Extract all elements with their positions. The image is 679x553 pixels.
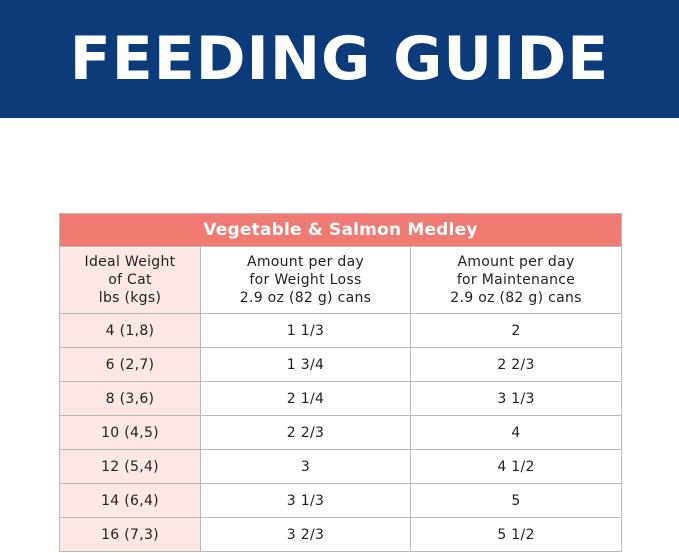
weight-loss-cell: 3 [200, 449, 411, 484]
header-banner: FEEDING GUIDE [0, 0, 679, 118]
table-row: 8 (3,6) 2 1/4 3 1/3 [59, 381, 623, 416]
header-line: for Maintenance [456, 272, 576, 288]
column-header-weight: Ideal Weight of Cat lbs (kgs) [59, 246, 201, 314]
feeding-table: Vegetable & Salmon Medley Ideal Weight o… [58, 213, 623, 552]
table-row: 10 (4,5) 2 2/3 4 [59, 415, 623, 450]
maintenance-cell: 4 [409, 415, 623, 450]
header-line: 2.9 oz (82 g) cans [450, 290, 582, 306]
weight-loss-cell: 3 2/3 [200, 517, 411, 552]
weight-cell: 16 (7,3) [59, 517, 201, 552]
maintenance-cell: 2 2/3 [409, 347, 623, 382]
table-title-row: Vegetable & Salmon Medley [58, 213, 623, 247]
weight-loss-cell: 2 2/3 [200, 415, 411, 450]
table-title: Vegetable & Salmon Medley [58, 213, 623, 247]
weight-cell: 6 (2,7) [59, 347, 201, 382]
header-line: Ideal Weight [84, 254, 176, 270]
maintenance-cell: 5 [409, 483, 623, 518]
header-line: of Cat [108, 272, 152, 288]
table-row: 6 (2,7) 1 3/4 2 2/3 [59, 347, 623, 382]
table-row: 16 (7,3) 3 2/3 5 1/2 [59, 517, 623, 552]
table-row: 12 (5,4) 3 4 1/2 [59, 449, 623, 484]
weight-loss-cell: 2 1/4 [200, 381, 411, 416]
weight-cell: 12 (5,4) [59, 449, 201, 484]
maintenance-cell: 4 1/2 [409, 449, 623, 484]
maintenance-cell: 3 1/3 [409, 381, 623, 416]
header-line: for Weight Loss [249, 272, 362, 288]
weight-loss-cell: 1 1/3 [200, 313, 411, 348]
weight-cell: 8 (3,6) [59, 381, 201, 416]
weight-cell: 4 (1,8) [59, 313, 201, 348]
weight-loss-cell: 1 3/4 [200, 347, 411, 382]
table-row: 14 (6,4) 3 1/3 5 [59, 483, 623, 518]
maintenance-cell: 2 [409, 313, 623, 348]
column-header-maintenance: Amount per day for Maintenance 2.9 oz (8… [409, 246, 623, 314]
maintenance-cell: 5 1/2 [409, 517, 623, 552]
table-header-row: Ideal Weight of Cat lbs (kgs) Amount per… [59, 246, 623, 314]
page-title: FEEDING GUIDE [69, 24, 610, 94]
header-line: 2.9 oz (82 g) cans [239, 290, 372, 306]
weight-loss-cell: 3 1/3 [200, 483, 411, 518]
header-line: Amount per day [457, 254, 575, 270]
header-line: Amount per day [246, 254, 365, 270]
header-line: lbs (kgs) [98, 290, 162, 306]
column-header-weight-loss: Amount per day for Weight Loss 2.9 oz (8… [200, 246, 411, 314]
weight-cell: 14 (6,4) [59, 483, 201, 518]
weight-cell: 10 (4,5) [59, 415, 201, 450]
table-row: 4 (1,8) 1 1/3 2 [59, 313, 623, 348]
